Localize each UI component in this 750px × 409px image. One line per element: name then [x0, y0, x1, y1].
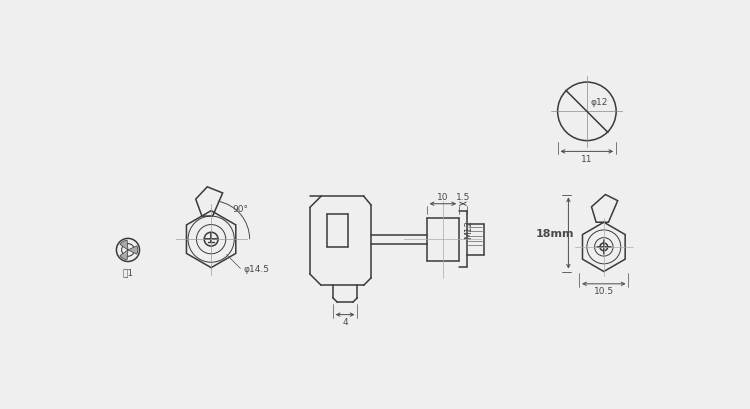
Text: 10.5: 10.5 — [594, 286, 614, 295]
Text: 18mm: 18mm — [536, 229, 574, 238]
Wedge shape — [120, 240, 128, 250]
Text: 1.5: 1.5 — [456, 193, 470, 202]
Wedge shape — [128, 246, 138, 254]
Text: φ12: φ12 — [591, 97, 608, 106]
Text: 11: 11 — [581, 154, 592, 163]
Text: 4: 4 — [342, 317, 348, 326]
Text: 10: 10 — [437, 193, 448, 202]
Wedge shape — [120, 250, 128, 260]
Text: 90°: 90° — [232, 205, 248, 214]
Text: φ14.5: φ14.5 — [244, 265, 269, 274]
Text: 图1: 图1 — [122, 268, 134, 277]
Text: M12: M12 — [464, 220, 473, 239]
